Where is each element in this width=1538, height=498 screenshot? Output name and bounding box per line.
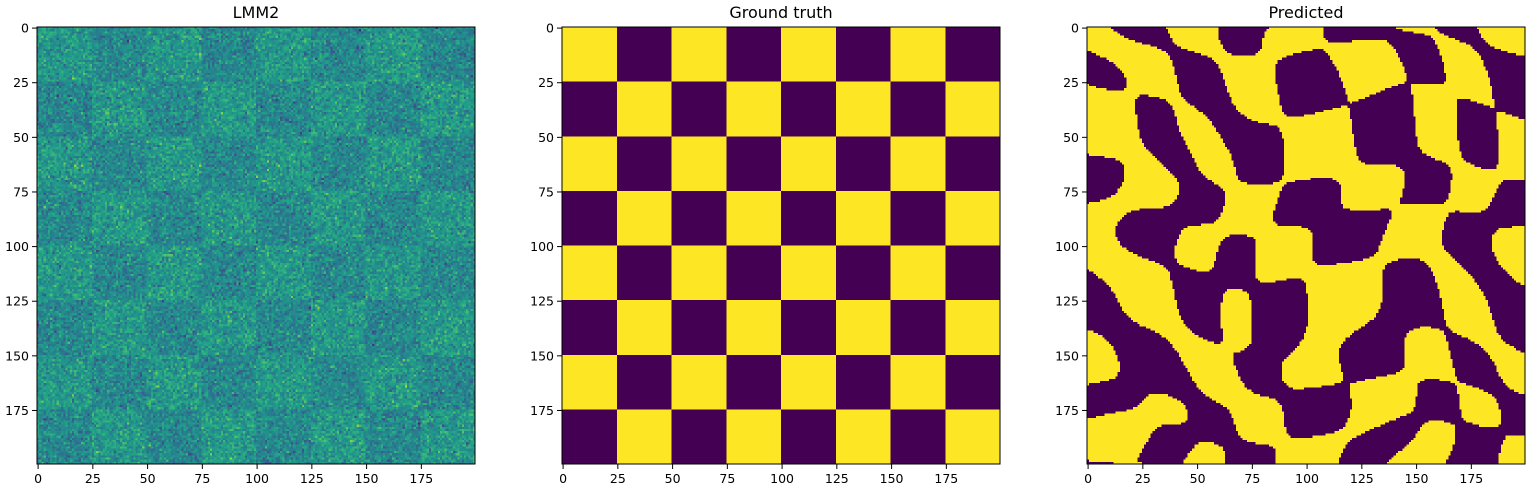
panel-3: Predicted 0 25 50 75 100 125 150 175 0 25 50 75 100 12… — [1055, 3, 1526, 486]
x-tick-label: 75 — [719, 471, 735, 486]
axes-frame — [561, 26, 1001, 465]
y-tick-label: 25 — [1063, 75, 1079, 90]
y-tick-label: 150 — [530, 348, 554, 363]
y-tick-label: 100 — [1055, 239, 1079, 254]
y-tick-label: 0 — [546, 21, 554, 36]
y-tick-label: 100 — [530, 239, 554, 254]
x-tick-label: 125 — [825, 471, 849, 486]
panel-title: Predicted — [1268, 3, 1343, 22]
panel-title: LMM2 — [233, 3, 280, 22]
y-tick-label: 175 — [530, 403, 554, 418]
y-tick-label: 0 — [1071, 21, 1079, 36]
y-tick-label: 75 — [538, 184, 554, 199]
x-tick-label: 25 — [85, 471, 101, 486]
panel-1: LMM2 0 25 50 75 100 125 150 175 0 25 50 75 100 125 150 1… — [5, 3, 476, 486]
y-tick-label: 0 — [21, 21, 29, 36]
y-tick-label: 150 — [1055, 348, 1079, 363]
x-tick-label: 100 — [1295, 471, 1319, 486]
panel-title: Ground truth — [729, 3, 832, 22]
y-tick-label: 125 — [530, 294, 554, 309]
x-tick-label: 0 — [1084, 471, 1092, 486]
x-tick-label: 150 — [355, 471, 379, 486]
y-tick-label: 175 — [1055, 403, 1079, 418]
x-tick-label: 25 — [610, 471, 626, 486]
panel-2: Ground truth 0 25 50 75 100 125 150 175 0 25 50 75 10… — [530, 3, 1001, 486]
axes-frame — [36, 26, 476, 465]
x-tick-label: 75 — [194, 471, 210, 486]
y-tick-label: 25 — [538, 75, 554, 90]
y-tick-label: 50 — [13, 130, 29, 145]
axes-frame — [1086, 26, 1526, 465]
y-tick-label: 125 — [5, 294, 29, 309]
y-tick-label: 25 — [13, 75, 29, 90]
x-tick-label: 50 — [140, 471, 156, 486]
y-tick-label: 150 — [5, 348, 29, 363]
x-tick-label: 150 — [1405, 471, 1429, 486]
x-tick-label: 75 — [1244, 471, 1260, 486]
heatmap-image — [1087, 27, 1525, 464]
x-tick-label: 50 — [1190, 471, 1206, 486]
x-tick-label: 175 — [1459, 471, 1483, 486]
x-tick-label: 125 — [300, 471, 324, 486]
y-tick-label: 175 — [5, 403, 29, 418]
x-tick-label: 100 — [770, 471, 794, 486]
x-tick-label: 175 — [409, 471, 433, 486]
x-tick-label: 150 — [880, 471, 904, 486]
x-tick-label: 0 — [34, 471, 42, 486]
x-tick-label: 125 — [1350, 471, 1374, 486]
y-tick-label: 75 — [13, 184, 29, 199]
y-tick-label: 125 — [1055, 294, 1079, 309]
y-tick-label: 100 — [5, 239, 29, 254]
y-tick-label: 50 — [538, 130, 554, 145]
heatmap-image — [37, 27, 475, 464]
y-tick-label: 50 — [1063, 130, 1079, 145]
x-tick-label: 100 — [245, 471, 269, 486]
x-tick-label: 175 — [934, 471, 958, 486]
y-tick-label: 75 — [1063, 184, 1079, 199]
x-tick-label: 50 — [665, 471, 681, 486]
x-tick-label: 0 — [559, 471, 567, 486]
x-tick-label: 25 — [1135, 471, 1151, 486]
heatmap-image — [562, 27, 1000, 464]
